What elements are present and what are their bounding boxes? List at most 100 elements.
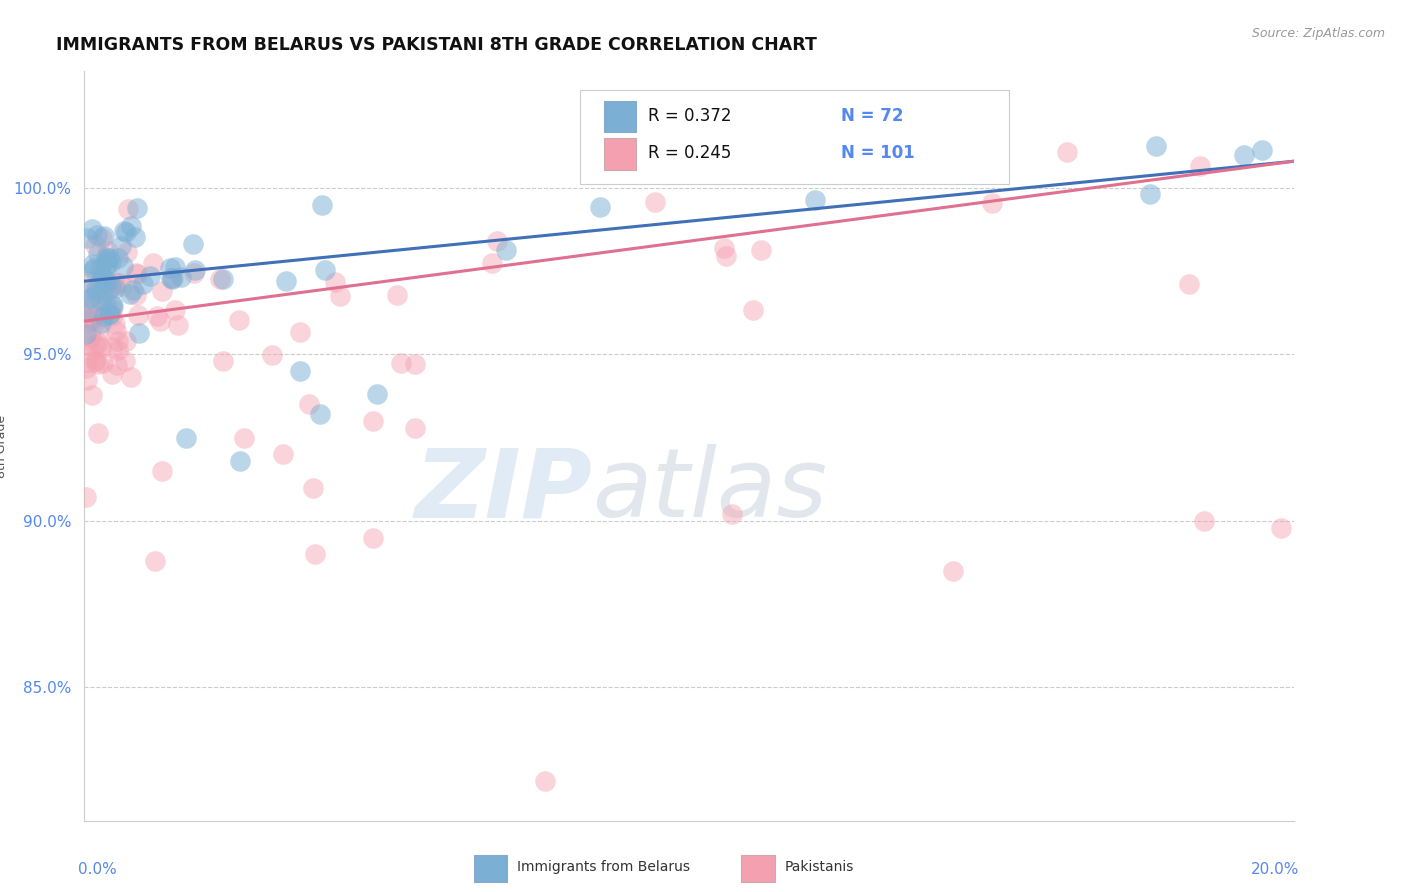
Point (114, 224, 136, 238)
Point (183, 262, 205, 277)
Point (100, 254, 122, 268)
Point (83, 238, 105, 252)
Point (82, 297, 104, 311)
Point (108, 276, 131, 290)
Point (87, 425, 110, 440)
Point (146, 309, 169, 323)
Point (114, 353, 136, 368)
Point (387, 288, 409, 302)
Point (97, 252, 120, 266)
Point (93, 263, 115, 277)
FancyBboxPatch shape (581, 90, 1010, 184)
Y-axis label: 8th Grade: 8th Grade (0, 415, 7, 477)
Point (127, 267, 149, 281)
Text: ZIP: ZIP (415, 444, 592, 538)
Point (159, 260, 181, 275)
Point (481, 256, 503, 270)
Point (98, 307, 121, 321)
Point (132, 277, 155, 291)
Point (111, 279, 134, 293)
Point (115, 245, 138, 260)
Text: atlas: atlas (592, 444, 827, 538)
Point (170, 270, 193, 285)
Point (76, 231, 98, 245)
Point (323, 275, 346, 289)
Point (174, 431, 197, 445)
Point (366, 387, 388, 401)
Point (721, 508, 744, 522)
Point (405, 420, 427, 434)
Point (101, 368, 124, 382)
Point (165, 260, 187, 274)
Point (75, 361, 97, 376)
Text: R = 0.372: R = 0.372 (648, 107, 731, 125)
Point (82, 257, 104, 271)
Point (94, 275, 117, 289)
Point (117, 202, 139, 216)
Point (1139, 187, 1161, 202)
Point (163, 302, 186, 317)
Point (76, 285, 98, 299)
Point (90, 294, 112, 309)
Point (127, 201, 149, 215)
Point (288, 325, 311, 339)
Point (100, 340, 122, 354)
Point (75, 327, 97, 342)
Point (742, 302, 765, 317)
Point (80, 312, 103, 326)
Point (82, 343, 104, 357)
Point (90, 340, 112, 354)
Point (139, 269, 162, 284)
Point (713, 241, 735, 255)
Point (82, 388, 104, 402)
Point (80, 222, 103, 236)
Point (308, 408, 330, 422)
Point (96, 257, 118, 271)
Point (112, 259, 135, 273)
Bar (474, 855, 508, 881)
Point (86, 357, 108, 371)
Point (100, 302, 122, 317)
Text: 20.0%: 20.0% (1251, 862, 1299, 877)
Point (1233, 148, 1256, 162)
Point (76, 274, 98, 288)
Point (86, 227, 108, 242)
Point (211, 272, 233, 286)
Point (589, 200, 612, 214)
Text: Pakistanis: Pakistanis (785, 861, 853, 874)
Point (82, 263, 104, 277)
Bar (741, 855, 775, 881)
Point (76, 355, 98, 369)
Point (1178, 277, 1201, 292)
Point (714, 249, 737, 263)
Point (96, 252, 118, 266)
Point (96, 298, 118, 312)
Point (96, 250, 118, 264)
Point (1270, 520, 1292, 534)
Point (120, 370, 142, 384)
Point (274, 274, 297, 288)
Point (311, 198, 333, 212)
Point (145, 554, 167, 568)
Point (981, 196, 1004, 211)
Point (183, 266, 205, 280)
Point (84, 287, 107, 301)
Point (127, 308, 149, 322)
Point (298, 397, 321, 411)
Point (83, 355, 105, 369)
Point (162, 270, 184, 285)
Text: R = 0.245: R = 0.245 (648, 145, 731, 162)
Point (79, 323, 101, 337)
Point (103, 299, 125, 313)
Point (87, 335, 110, 350)
Point (120, 286, 142, 301)
Point (942, 564, 965, 578)
Point (534, 773, 557, 788)
Point (167, 318, 190, 332)
Text: N = 72: N = 72 (841, 107, 904, 125)
Point (87, 279, 110, 293)
Point (110, 239, 132, 253)
Point (90, 273, 112, 287)
Point (314, 263, 336, 277)
Point (77, 316, 100, 330)
